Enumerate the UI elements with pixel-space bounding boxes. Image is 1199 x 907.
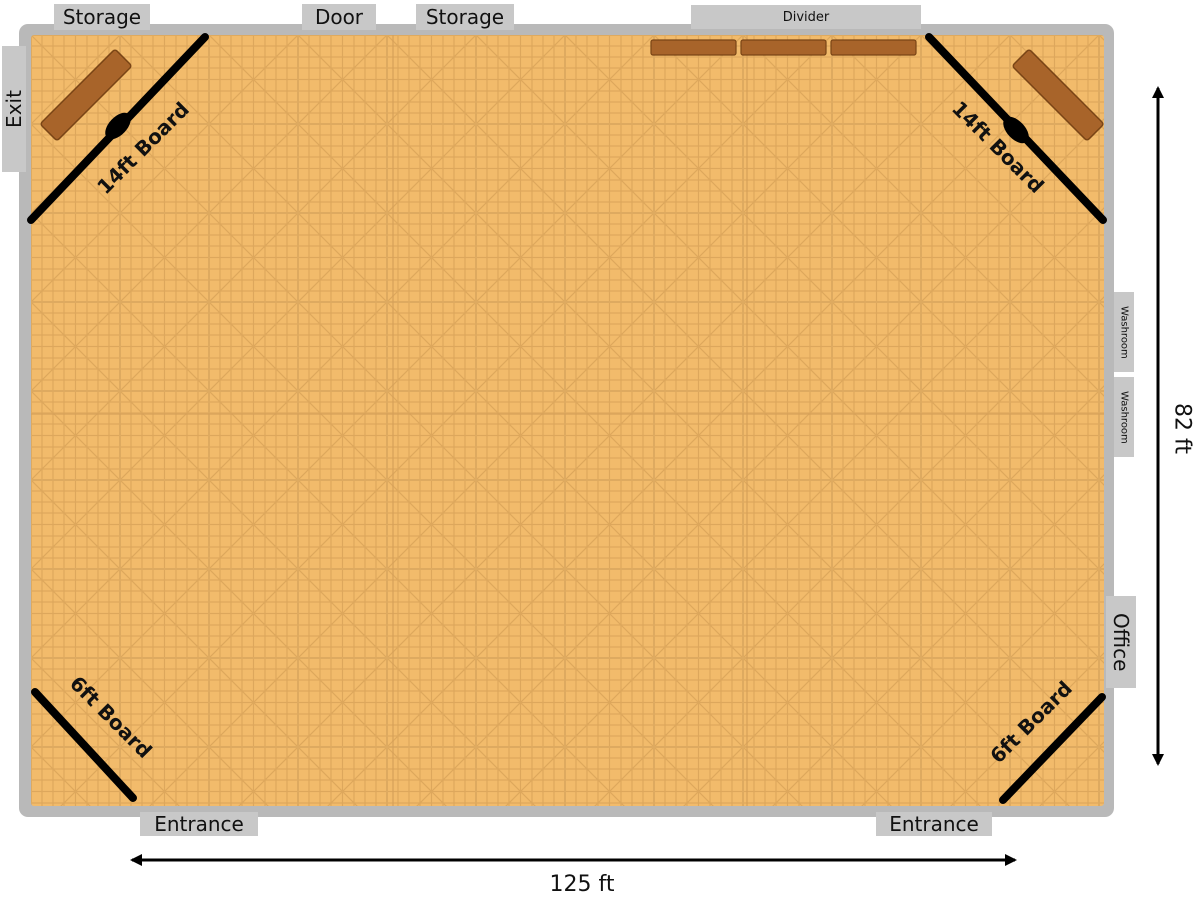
office-label: Office xyxy=(1106,596,1136,688)
exit-label: Exit xyxy=(2,46,26,172)
board-line-bottom-right xyxy=(999,693,1106,804)
floor xyxy=(31,35,1104,806)
entrance-label-right: Entrance xyxy=(876,812,992,836)
bench-top-right xyxy=(1012,49,1104,141)
board-stand-top-left xyxy=(105,112,131,140)
board-line-bottom-left xyxy=(31,688,137,802)
entrance-label-left: Entrance xyxy=(140,812,258,836)
door-label: Door xyxy=(302,4,376,30)
height-dimension-label: 82 ft xyxy=(1169,402,1195,454)
bench-divider-2 xyxy=(740,39,827,56)
divider-label: Divider xyxy=(691,5,921,29)
width-dimension-label: 125 ft xyxy=(549,872,615,897)
bench-divider-3 xyxy=(830,39,917,56)
board-stand-top-right xyxy=(1003,116,1029,144)
washroom-label-1: Washroom xyxy=(1114,292,1134,372)
storage-label-left: Storage xyxy=(54,4,150,30)
storage-label-right: Storage xyxy=(416,4,514,30)
bench-divider-1 xyxy=(650,39,737,56)
bench-top-left xyxy=(40,49,132,141)
washroom-label-2: Washroom xyxy=(1114,377,1134,457)
